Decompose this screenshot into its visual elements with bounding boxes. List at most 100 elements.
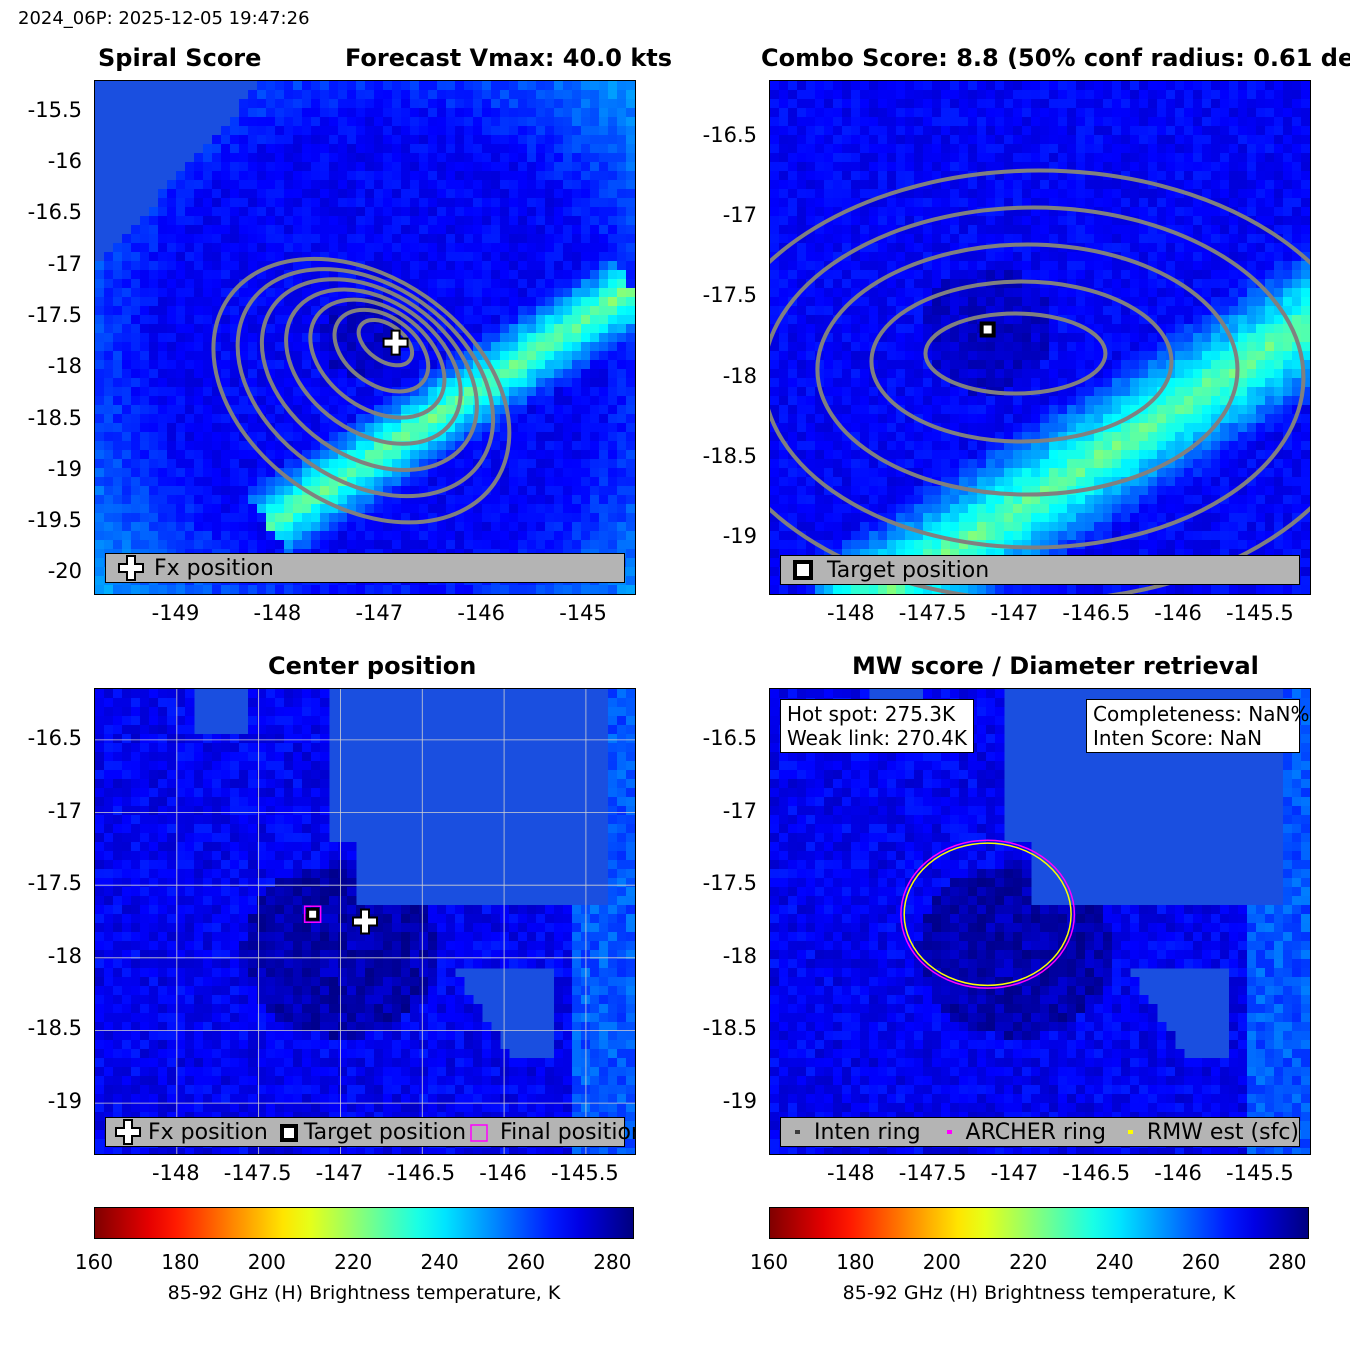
tb-pixel <box>1076 81 1086 91</box>
tb-pixel <box>1076 99 1086 109</box>
tb-pixel <box>1148 189 1158 199</box>
tb-pixel <box>374 495 384 505</box>
tb-pixel <box>1139 315 1149 325</box>
tb-pixel <box>617 99 627 109</box>
tb-pixel <box>869 171 879 181</box>
tb-pixel <box>1238 153 1248 163</box>
spiral-contour <box>211 256 512 525</box>
panel2-plot <box>770 81 1310 594</box>
tb-pixel <box>1166 270 1176 280</box>
tb-pixel <box>626 432 635 442</box>
tb-pixel <box>824 180 834 190</box>
tb-pixel <box>131 414 141 424</box>
tb-pixel <box>1301 297 1310 307</box>
tb-pixel <box>266 234 276 244</box>
tb-pixel <box>959 270 969 280</box>
tb-pixel <box>518 180 528 190</box>
tb-pixel <box>365 504 375 514</box>
tb-pixel <box>383 405 393 415</box>
tb-pixel <box>293 369 303 379</box>
tb-pixel <box>266 405 276 415</box>
tb-pixel <box>815 243 825 253</box>
tb-pixel <box>248 477 258 487</box>
tb-pixel <box>851 108 861 118</box>
tb-pixel <box>158 432 168 442</box>
tb-pixel <box>572 459 582 469</box>
tb-pixel <box>581 414 591 424</box>
tb-pixel <box>230 369 240 379</box>
tb-pixel <box>905 198 915 208</box>
tb-pixel <box>176 423 186 433</box>
tb-pixel <box>464 189 474 199</box>
tb-pixel <box>203 243 213 253</box>
tb-pixel <box>590 189 600 199</box>
tb-pixel <box>770 225 780 235</box>
tb-pixel <box>869 297 879 307</box>
tb-pixel <box>527 279 537 289</box>
tb-pixel <box>464 459 474 469</box>
tb-pixel <box>545 504 555 514</box>
tb-pixel <box>383 315 393 325</box>
tb-pixel <box>1166 135 1176 145</box>
tb-pixel <box>1121 135 1131 145</box>
tb-pixel <box>158 477 168 487</box>
tb-pixel <box>464 477 474 487</box>
tb-pixel <box>158 513 168 523</box>
tb-pixel <box>1238 297 1248 307</box>
tb-pixel <box>1184 144 1194 154</box>
tb-pixel <box>356 468 366 478</box>
tb-pixel <box>590 81 600 91</box>
tb-pixel <box>608 387 618 397</box>
tb-pixel <box>338 162 348 172</box>
tb-pixel <box>203 477 213 487</box>
tb-pixel <box>104 360 114 370</box>
tb-pixel <box>1229 90 1239 100</box>
tb-pixel <box>275 126 285 136</box>
tb-pixel <box>383 189 393 199</box>
tb-pixel <box>248 531 258 541</box>
tb-pixel <box>473 216 483 226</box>
tb-pixel <box>1049 261 1059 271</box>
tb-pixel <box>1274 261 1284 271</box>
tb-pixel <box>986 270 996 280</box>
tb-pixel <box>293 297 303 307</box>
tb-pixel <box>1058 81 1068 91</box>
tb-pixel <box>608 279 618 289</box>
tb-pixel <box>320 477 330 487</box>
tb-pixel <box>824 99 834 109</box>
tb-pixel <box>383 90 393 100</box>
tb-pixel <box>626 270 635 280</box>
tb-pixel <box>428 198 438 208</box>
tb-pixel <box>464 153 474 163</box>
tb-pixel <box>455 144 465 154</box>
tb-pixel <box>392 522 402 532</box>
tb-pixel <box>590 225 600 235</box>
tb-pixel <box>284 513 294 523</box>
tb-pixel <box>374 324 384 334</box>
tb-pixel <box>338 117 348 127</box>
tb-pixel <box>122 234 132 244</box>
tb-pixel <box>977 117 987 127</box>
tb-pixel <box>212 585 222 594</box>
tb-pixel <box>464 306 474 316</box>
tb-pixel <box>95 468 105 478</box>
tb-pixel <box>1256 126 1266 136</box>
tb-pixel <box>581 360 591 370</box>
tb-pixel <box>113 261 123 271</box>
tb-pixel <box>437 414 447 424</box>
tb-pixel <box>473 252 483 262</box>
tb-pixel <box>599 99 609 109</box>
tb-pixel <box>293 315 303 325</box>
tb-pixel <box>248 351 258 361</box>
tb-pixel <box>1274 162 1284 172</box>
tb-pixel <box>1076 297 1086 307</box>
tb-pixel <box>1031 162 1041 172</box>
tb-pixel <box>482 495 492 505</box>
tb-pixel <box>1292 225 1302 235</box>
tb-pixel <box>878 207 888 217</box>
tb-pixel <box>1292 243 1302 253</box>
tb-pixel <box>473 297 483 307</box>
tb-pixel <box>284 531 294 541</box>
tb-pixel <box>473 189 483 199</box>
tb-pixel <box>419 333 429 343</box>
